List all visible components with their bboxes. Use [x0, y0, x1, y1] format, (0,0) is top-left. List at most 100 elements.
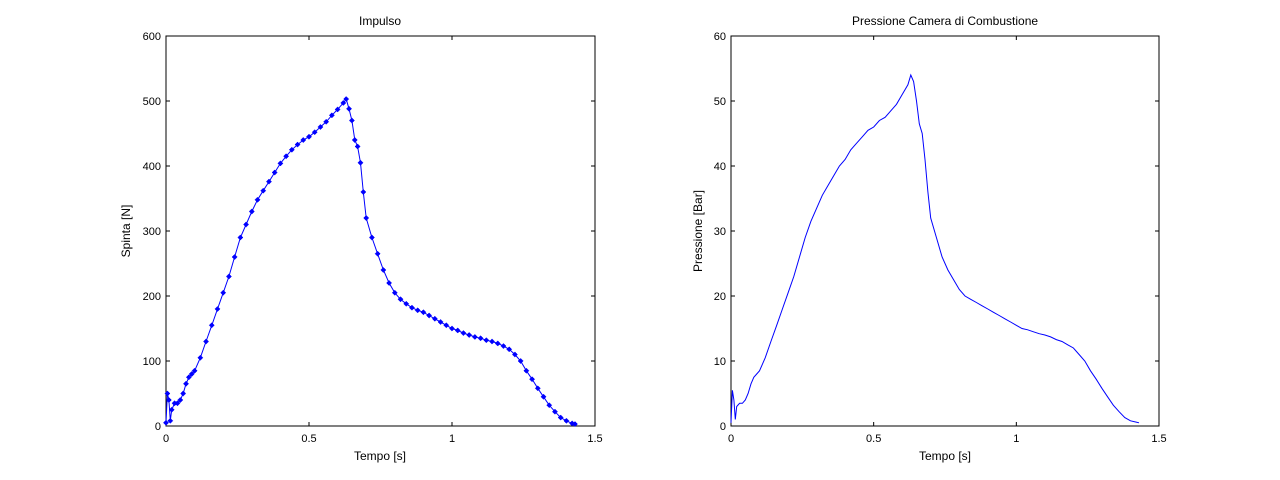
data-point	[500, 343, 507, 350]
series-line	[730, 73, 1140, 424]
x-tick-label: 0	[163, 433, 169, 445]
x-tick-label: 1	[1013, 433, 1019, 445]
data-point	[563, 417, 570, 424]
data-point	[277, 160, 284, 167]
data-point	[334, 106, 341, 113]
chart-pressione: Pressione Camera di Combustione Tempo [s…	[691, 14, 1167, 463]
data-point	[343, 96, 350, 103]
data-point	[426, 312, 433, 319]
data-point	[351, 137, 358, 143]
data-point	[197, 354, 204, 361]
data-point	[363, 215, 370, 221]
data-point	[443, 322, 450, 329]
y-axis-label: Spinta [N]	[119, 205, 133, 258]
data-point	[163, 419, 169, 426]
chart-impulso: Impulso Tempo [s] Spinta [N] 0 0.5 1 1.5 0 10…	[119, 14, 603, 463]
data-point	[409, 304, 415, 311]
data-point	[523, 367, 530, 374]
data-point	[248, 208, 255, 215]
data-point	[294, 141, 301, 148]
data-point	[517, 358, 524, 364]
x-tick-label: 0.5	[866, 433, 881, 445]
data-point	[323, 118, 330, 125]
data-point	[231, 254, 238, 260]
x-tick-label: 1	[449, 433, 455, 445]
data-point	[254, 196, 261, 203]
data-point	[185, 374, 192, 381]
data-point	[437, 319, 444, 325]
data-point	[260, 187, 267, 194]
data-point	[225, 273, 232, 280]
data-point	[271, 169, 278, 176]
data-point	[534, 385, 541, 392]
y-tick-label: 500	[143, 96, 161, 108]
y-tick-label: 600	[143, 31, 161, 43]
data-point	[449, 325, 455, 332]
series-line	[165, 98, 576, 425]
y-tick-label: 100	[143, 356, 161, 368]
data-point	[386, 280, 393, 286]
data-point	[552, 408, 558, 415]
data-point	[460, 330, 467, 337]
data-point	[167, 417, 174, 424]
y-tick-label: 300	[143, 226, 161, 238]
data-point	[529, 376, 536, 383]
data-point	[391, 289, 398, 296]
y-tick-label: 400	[143, 161, 161, 173]
x-tick-label: 0.5	[301, 433, 316, 445]
data-point	[511, 351, 518, 358]
data-point	[572, 421, 578, 428]
data-point	[431, 315, 438, 322]
data-point	[357, 159, 364, 166]
data-point	[243, 221, 250, 228]
data-point	[471, 333, 478, 340]
chart-title: Pressione Camera di Combustione	[852, 14, 1038, 28]
data-point	[494, 340, 501, 347]
x-axis-label: Tempo [s]	[919, 449, 971, 463]
data-point	[214, 306, 221, 312]
data-point	[191, 367, 198, 374]
data-point	[237, 234, 244, 241]
data-point	[164, 390, 171, 397]
x-tick-label: 1.5	[587, 433, 602, 445]
data-point	[354, 143, 361, 150]
data-point	[348, 117, 355, 124]
x-axis-label: Tempo [s]	[354, 449, 406, 463]
chart-title: Impulso	[359, 14, 401, 28]
data-point	[317, 124, 324, 130]
y-tick-label: 40	[714, 161, 726, 173]
data-point	[397, 296, 404, 303]
y-tick-label: 0	[720, 421, 726, 433]
y-tick-label: 200	[143, 291, 161, 303]
data-point	[183, 380, 189, 387]
data-point	[420, 309, 427, 316]
data-point	[300, 137, 307, 143]
data-point	[328, 112, 335, 119]
data-point	[311, 129, 318, 136]
data-point	[340, 99, 347, 106]
data-point	[466, 332, 473, 338]
data-point	[557, 414, 564, 421]
data-point	[168, 406, 175, 413]
data-point	[477, 335, 484, 342]
data-point	[174, 400, 181, 407]
y-tick-label: 10	[714, 356, 726, 368]
x-tick-label: 0	[728, 433, 734, 445]
data-point	[506, 346, 513, 353]
y-tick-label: 50	[714, 96, 726, 108]
plot-area-frame	[165, 35, 596, 427]
data-point	[454, 327, 461, 334]
y-tick-label: 20	[714, 291, 726, 303]
data-point	[489, 338, 495, 345]
plot-area-frame	[730, 35, 1160, 427]
x-tick-label: 1.5	[1151, 433, 1166, 445]
data-point	[483, 337, 490, 344]
data-point	[177, 397, 184, 403]
data-point	[380, 267, 387, 273]
data-point	[306, 133, 312, 140]
data-point	[414, 307, 421, 314]
data-point	[540, 393, 547, 400]
data-point	[203, 338, 209, 345]
y-tick-label: 30	[714, 226, 726, 238]
